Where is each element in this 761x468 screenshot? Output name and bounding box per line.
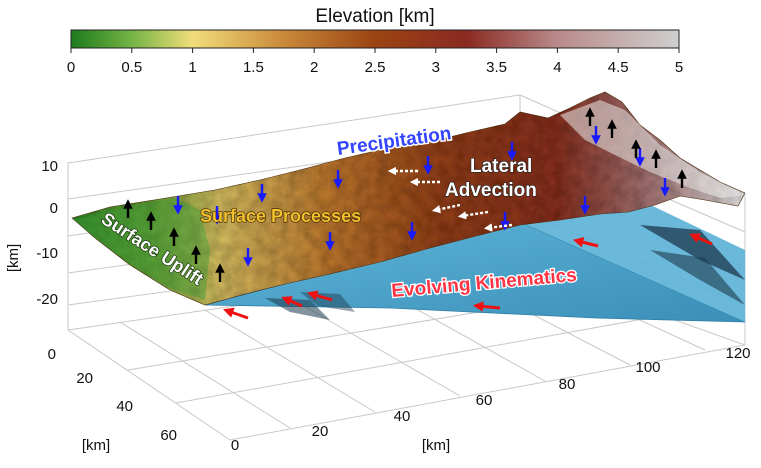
y-axis: 0 20 40 60 [km] — [48, 346, 177, 454]
z-tick-label: -20 — [36, 291, 58, 308]
colorbar-tick-label: 3 — [432, 59, 440, 76]
kinematics-arrow — [472, 301, 501, 312]
x-tick-label: 0 — [231, 437, 239, 454]
colorbar-tick-label: 0 — [67, 59, 75, 76]
x-axis: 0 20 40 60 80 100 120 [km] — [231, 345, 751, 454]
advection-arrows — [387, 166, 513, 232]
colorbar-title: Elevation [km] — [315, 6, 434, 27]
colorbar-tick-label: 4 — [553, 59, 561, 76]
colorbar-gradient — [70, 29, 680, 49]
uplift-arrows — [123, 107, 687, 282]
terrain-surface — [71, 91, 746, 306]
x-tick-label: 80 — [559, 376, 576, 393]
kinematics-arrow — [281, 296, 303, 308]
z-tick-label: -10 — [36, 245, 58, 262]
y-tick-label: 40 — [116, 398, 133, 415]
colorbar-tick-label: 2 — [310, 59, 318, 76]
lateral-label: Lateral — [470, 156, 532, 177]
colorbar-ticks: 0 0.5 1 1.5 2 2.5 3 3.5 4 4.5 5 — [67, 48, 683, 76]
colorbar-tick-label: 2.5 — [365, 59, 386, 76]
y-tick-label: 0 — [48, 346, 56, 363]
colorbar: Elevation [km] 0 0.5 1 1.5 2 2.5 3 3.5 4 4.5 5 — [67, 6, 683, 76]
colorbar-tick-label: 5 — [675, 59, 683, 76]
z-axis: 10 0 -10 -20 [km] — [5, 158, 58, 308]
advection-arrow — [483, 223, 513, 232]
colorbar-tick-label: 3.5 — [486, 59, 507, 76]
x-tick-label: 100 — [635, 359, 660, 376]
y-tick-label: 60 — [160, 427, 177, 444]
x-tick-label: 20 — [312, 423, 329, 440]
colorbar-tick-label: 4.5 — [608, 59, 629, 76]
kinematics-arrows — [223, 233, 713, 320]
colorbar-tick-label: 1 — [188, 59, 196, 76]
x-tick-label: 40 — [394, 408, 411, 425]
kinematics-arrow — [223, 307, 249, 320]
z-tick-label: 10 — [41, 158, 58, 175]
advection-arrow — [431, 203, 461, 214]
surface-processes-label: Surface Processes — [200, 206, 361, 226]
precipitation-arrows — [173, 126, 670, 267]
x-tick-label: 120 — [725, 345, 750, 362]
x-axis-unit: [km] — [422, 437, 450, 454]
z-axis-unit: [km] — [5, 244, 22, 272]
z-tick-label: 0 — [50, 200, 58, 217]
y-axis-unit: [km] — [82, 437, 110, 454]
advection-arrow — [457, 210, 489, 220]
y-tick-label: 20 — [76, 370, 93, 387]
kinematics-arrow — [572, 237, 599, 248]
kinematics-arrow — [689, 233, 713, 246]
kinematics-arrow — [306, 290, 333, 302]
x-tick-label: 60 — [476, 392, 493, 409]
colorbar-tick-label: 0.5 — [121, 59, 142, 76]
colorbar-tick-label: 1.5 — [243, 59, 264, 76]
advection-label: Advection — [445, 180, 537, 201]
